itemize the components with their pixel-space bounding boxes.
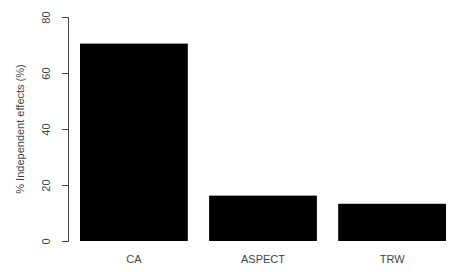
x-tick: CA (126, 253, 142, 265)
bar (80, 44, 188, 241)
y-tick: 80 (40, 11, 68, 23)
chart-svg: 0 20 40 60 80 CA ASPECT TRW % Independent effect… (0, 0, 465, 272)
y-axis: 0 20 40 60 80 (40, 11, 69, 244)
x-tick: ASPECT (241, 253, 285, 265)
bar (209, 196, 317, 241)
bar (338, 204, 446, 241)
chart-container: 0 20 40 60 80 CA ASPECT TRW % Independent effect… (0, 0, 465, 272)
x-axis: CA ASPECT TRW (126, 253, 405, 265)
x-tick-label: ASPECT (241, 253, 285, 265)
y-tick: 40 (40, 123, 68, 135)
y-axis-line (62, 18, 69, 242)
bars (80, 44, 446, 241)
x-tick-label: CA (126, 253, 142, 265)
x-tick: TRW (380, 253, 405, 265)
y-tick-mark (62, 241, 68, 242)
y-tick-mark (62, 185, 68, 186)
y-tick-mark (62, 73, 68, 74)
y-tick: 60 (40, 67, 68, 79)
y-tick-label: 0 (40, 238, 52, 244)
y-tick: 20 (40, 179, 68, 191)
y-tick-label: 40 (40, 123, 52, 135)
y-tick-label: 20 (40, 179, 52, 191)
y-tick-label: 60 (40, 67, 52, 79)
y-tick-mark (62, 129, 68, 130)
y-tick-mark (62, 17, 68, 18)
y-tick: 0 (40, 238, 68, 244)
y-tick-label: 80 (40, 11, 52, 23)
y-axis-title: % Independent effects (%) (14, 64, 26, 193)
x-tick-label: TRW (380, 253, 405, 265)
